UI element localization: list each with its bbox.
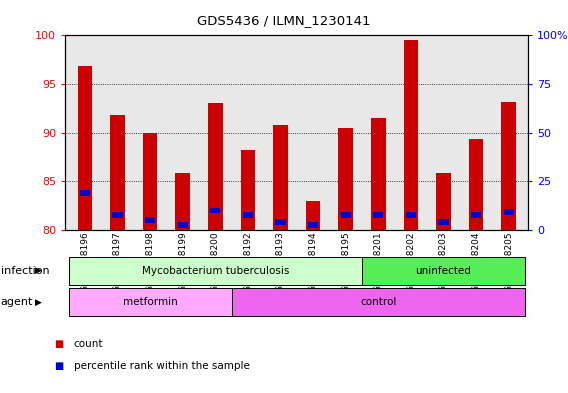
Bar [80, 190, 90, 196]
Bar [110, 115, 125, 230]
Bar [438, 219, 449, 225]
Bar [243, 212, 253, 218]
Text: ▶: ▶ [35, 266, 42, 275]
Text: ■: ■ [54, 361, 63, 371]
Text: GDS5436 / ILMN_1230141: GDS5436 / ILMN_1230141 [197, 14, 371, 27]
Text: metformin: metformin [123, 297, 177, 307]
Bar [210, 208, 220, 213]
Text: ■: ■ [54, 339, 63, 349]
Bar [406, 212, 416, 218]
Text: ▶: ▶ [35, 298, 42, 307]
Bar [308, 222, 318, 228]
Text: agent: agent [1, 297, 33, 307]
Bar [339, 128, 353, 230]
Bar [112, 212, 123, 218]
Text: Mycobacterium tuberculosis: Mycobacterium tuberculosis [141, 266, 289, 276]
Bar [373, 212, 383, 218]
Bar [403, 40, 418, 230]
Bar [145, 217, 155, 223]
Bar [273, 125, 288, 230]
Bar [471, 212, 481, 218]
Bar [436, 173, 451, 230]
Bar [371, 118, 386, 230]
Text: uninfected: uninfected [416, 266, 471, 276]
Bar [78, 66, 92, 230]
Text: percentile rank within the sample: percentile rank within the sample [74, 361, 250, 371]
Bar [502, 101, 516, 230]
Text: count: count [74, 339, 103, 349]
Bar [469, 140, 483, 230]
Bar [341, 212, 351, 218]
Bar [240, 150, 255, 230]
Bar [143, 132, 157, 230]
Bar [178, 222, 188, 228]
Bar [208, 103, 223, 230]
Text: infection: infection [1, 266, 49, 276]
Bar [176, 173, 190, 230]
Text: control: control [360, 297, 396, 307]
Bar [504, 209, 514, 215]
Bar [306, 201, 320, 230]
Bar [275, 219, 286, 225]
